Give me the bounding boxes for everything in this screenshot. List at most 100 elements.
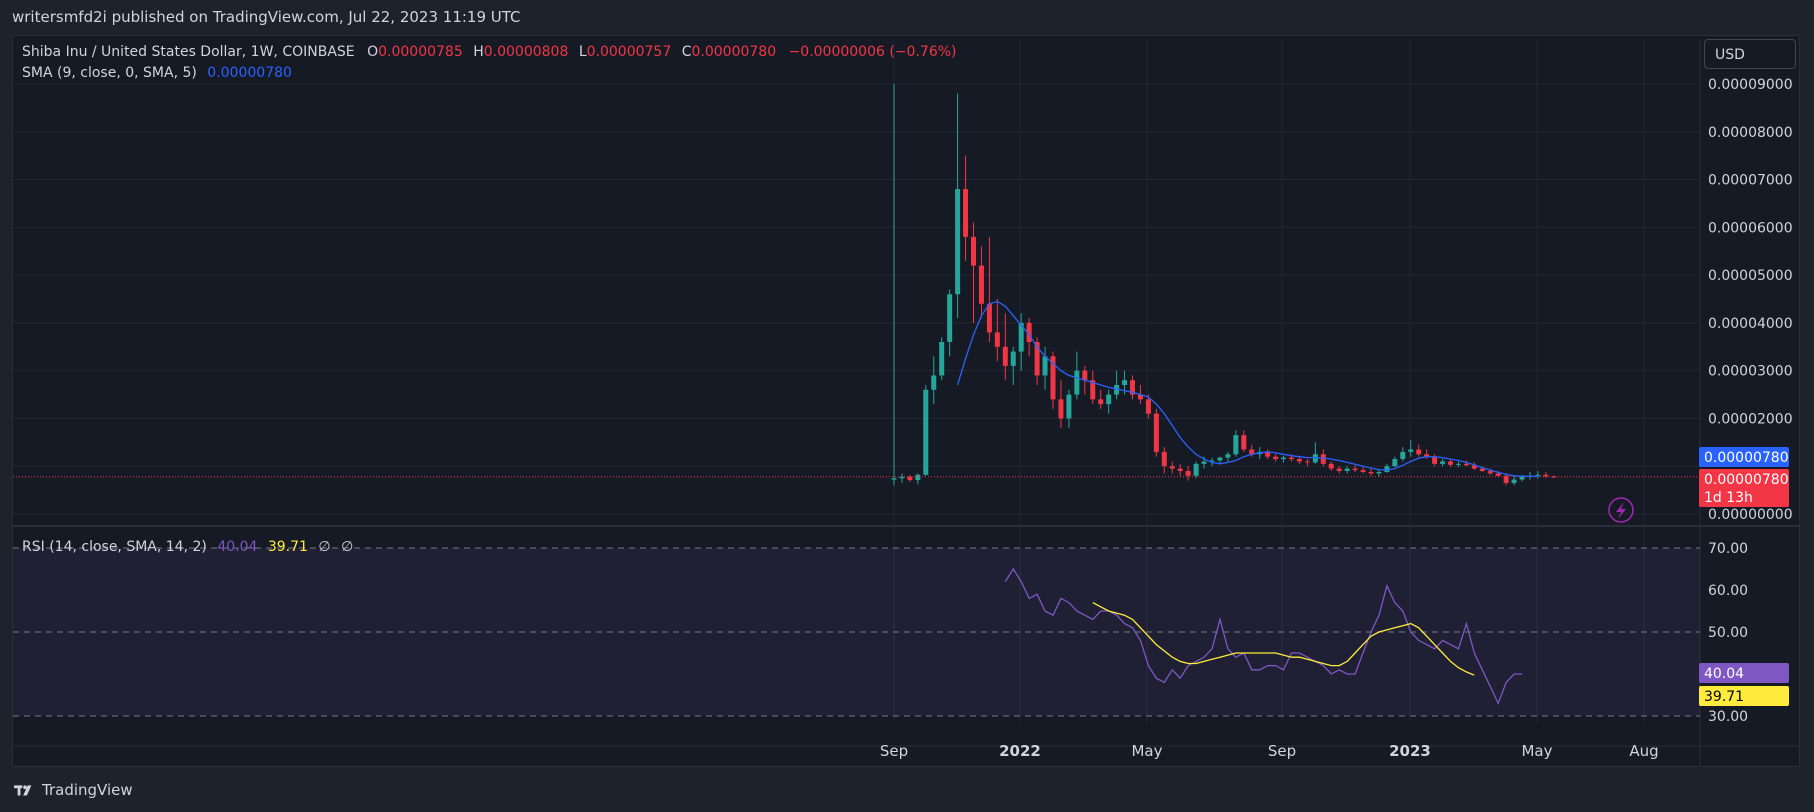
rsi-tick-label: 60.00 [1708,583,1748,599]
candle-body [1122,380,1128,385]
candle-body [994,332,1000,347]
candle-body [1018,322,1024,352]
price-tick-label: 0.00006000 [1708,220,1793,236]
candle-body [1487,471,1493,474]
rsi-band [13,547,1700,717]
candle-body [915,474,921,481]
rsi-badge-bg [1699,663,1789,683]
candle-body [1432,456,1438,464]
candle-body [1281,457,1287,460]
rsi-legend[interactable]: RSI (14, close, SMA, 14, 2) 40.04 39.71 … [22,539,353,555]
candle-body [1225,454,1231,458]
price-tick-label: 0.00003000 [1708,364,1793,380]
candle-body [1471,465,1477,469]
candle-body [1495,473,1501,476]
sma-value: 0.00000780 [207,65,292,81]
candle-body [1503,475,1509,483]
open-label: O [367,44,379,60]
empty-set-icon: ∅ [341,539,354,555]
candle-body [1050,356,1056,400]
price-tick-label: 0.00008000 [1708,125,1793,141]
time-tick-label: Sep [1268,742,1296,760]
sma-price-badge: 0.00000780 [1699,447,1789,467]
sma-legend[interactable]: SMA (9, close, 0, SMA, 5) 0.00000780 [22,65,292,81]
time-tick-label: May [1131,742,1162,760]
candle-body [1082,370,1088,381]
rsi-ma-badge: 39.71 [1699,686,1789,706]
sma-price-badge-bg [1699,447,1789,467]
overlays [13,300,1700,706]
candle-body [1448,461,1453,465]
candle-body [1463,463,1469,466]
published-info: writersmfd2i published on TradingView.co… [12,8,521,26]
candle-body [1002,346,1008,366]
time-tick-label: Aug [1629,742,1658,760]
candle-body [907,476,913,481]
candle-body [1026,322,1032,342]
candle-body [1479,468,1485,471]
candle-body [1296,459,1302,462]
candle-body [1273,456,1279,460]
lightning-icon[interactable] [1608,497,1634,523]
candle-body [891,478,897,480]
rsi-line [1004,567,1523,706]
candle-body [1304,461,1310,463]
candle-body [1265,451,1271,457]
candle-body [1177,468,1183,471]
tradingview-logo-icon [14,785,32,796]
candle-body [1042,356,1048,376]
rsi-ma-badge-text: 39.71 [1704,689,1744,705]
sma-price-badge-text: 0.00000780 [1704,450,1789,466]
empty-set-icon: ∅ [318,539,331,555]
candle-body [1201,461,1207,464]
rsi-ma-badge-bg [1699,686,1789,706]
candle-body [1145,399,1151,414]
candle-body [963,189,969,237]
rsi-tick-label: 50.00 [1708,625,1748,641]
candle-body [1137,394,1143,400]
candle-body [1217,457,1223,461]
price-tick-label: 0.00005000 [1708,268,1793,284]
candle-body [1169,466,1175,469]
lightning-icon-circle [1608,497,1634,523]
candle-body [1209,460,1215,462]
candle-body [955,189,961,295]
time-tick-label: 2022 [999,742,1041,760]
candle-body [1400,451,1406,460]
candle-body [1376,471,1382,474]
candle-body [1384,466,1390,472]
candle-body [1066,394,1072,419]
currency-button[interactable]: USD [1704,39,1796,69]
candle-body [1289,457,1294,460]
candle-body [899,476,905,479]
candle-body [1058,399,1064,419]
rsi-value: 40.04 [217,539,258,555]
candle-body [1368,471,1374,474]
price-tick-label: 0.00004000 [1708,316,1793,332]
candle-body [1106,394,1112,405]
candle-body [1153,413,1159,452]
low-label: L [578,44,587,60]
candle-body [1360,470,1366,472]
candle-body [1034,342,1040,376]
candle-body [1098,399,1104,405]
high-value: 0.00000808 [483,44,569,60]
candle-body [1455,463,1461,465]
time-tick-label: Sep [880,742,908,760]
candle-body [1130,380,1135,395]
rsi-ma-value: 39.71 [267,539,308,555]
candle-body [1312,454,1318,463]
candle-body [1511,479,1517,483]
rsi-ma-line [1092,602,1475,676]
open-value: 0.00000785 [378,44,463,60]
candle-body [978,265,984,304]
candle-body [1551,476,1557,478]
candle-body [1392,459,1398,467]
candle-body [1320,454,1326,464]
candle-body [1074,370,1080,395]
time-tick-label: May [1521,742,1552,760]
rsi-background [13,548,1700,716]
footer: TradingView [14,781,133,799]
last-price-badge-bg [1699,469,1789,507]
